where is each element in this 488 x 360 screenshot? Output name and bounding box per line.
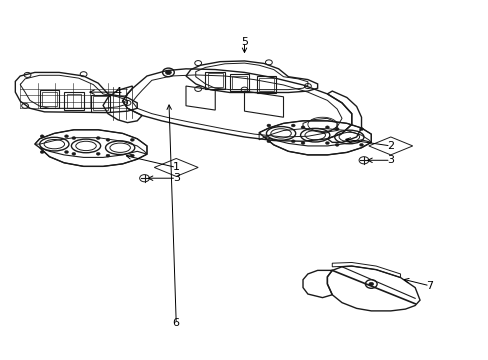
Circle shape: [40, 135, 44, 138]
Circle shape: [266, 140, 270, 143]
Circle shape: [359, 128, 363, 131]
Circle shape: [325, 141, 329, 144]
Circle shape: [96, 152, 100, 155]
Text: 5: 5: [241, 37, 247, 47]
Text: 1: 1: [172, 162, 180, 172]
Text: 4: 4: [114, 87, 121, 97]
Text: 2: 2: [386, 141, 393, 151]
Circle shape: [325, 126, 329, 129]
Text: 6: 6: [172, 319, 180, 328]
Circle shape: [72, 136, 76, 139]
Circle shape: [165, 70, 171, 75]
Circle shape: [130, 154, 134, 157]
Circle shape: [334, 128, 338, 131]
Circle shape: [96, 136, 100, 139]
Text: 3: 3: [172, 173, 180, 183]
Circle shape: [266, 124, 270, 127]
Circle shape: [359, 143, 363, 146]
Text: 7: 7: [426, 281, 432, 291]
Circle shape: [130, 138, 134, 141]
Circle shape: [301, 141, 305, 144]
Circle shape: [64, 135, 68, 138]
Circle shape: [40, 150, 44, 153]
Circle shape: [291, 124, 295, 127]
Text: 3: 3: [386, 155, 393, 165]
Circle shape: [291, 140, 295, 143]
Circle shape: [301, 126, 305, 129]
Circle shape: [106, 138, 110, 141]
Circle shape: [106, 154, 110, 157]
Circle shape: [72, 152, 76, 155]
Circle shape: [334, 143, 338, 146]
Circle shape: [64, 150, 68, 153]
Circle shape: [368, 282, 373, 286]
